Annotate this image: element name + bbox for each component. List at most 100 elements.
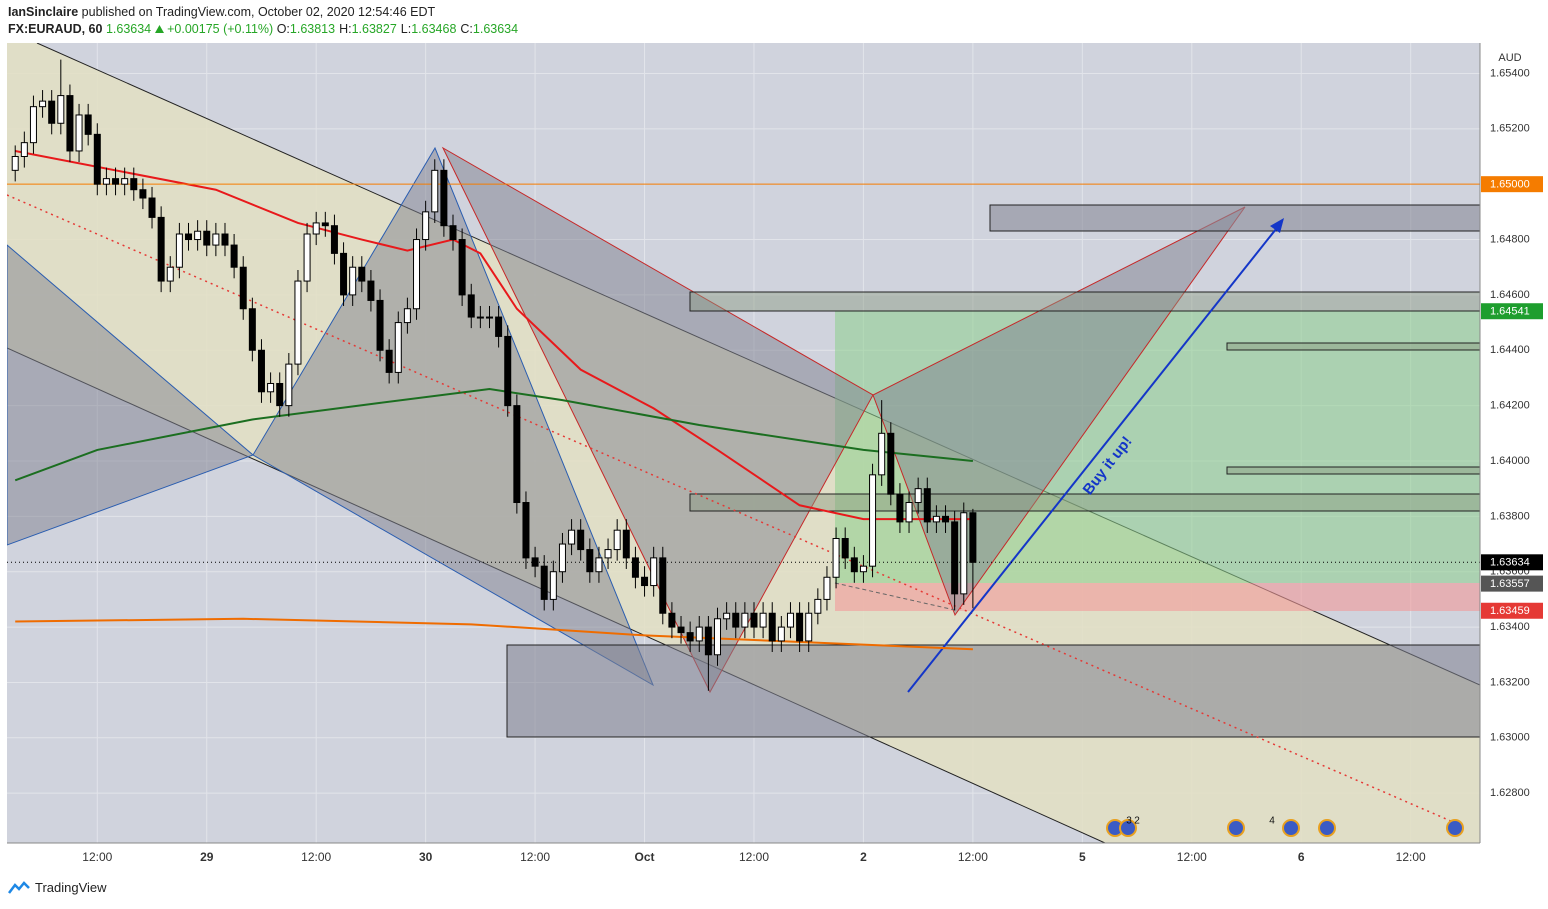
ohlc-label: H: [339, 22, 352, 36]
candle-body [586, 549, 594, 573]
candle-body [540, 565, 548, 600]
candle-body [413, 239, 421, 310]
candle-body [11, 155, 19, 171]
y-tick-label: 1.62800 [1490, 787, 1530, 799]
candle-body [604, 549, 612, 559]
candle-body [157, 216, 165, 282]
candle-body [93, 133, 101, 185]
candle-body [869, 474, 877, 567]
arrow [907, 223, 1281, 693]
y-tick-label: 1.64000 [1490, 455, 1530, 467]
candle-body [896, 493, 904, 523]
candle-body [631, 557, 639, 578]
candle-body [57, 95, 65, 124]
zone [689, 493, 1480, 512]
candle-body [276, 382, 284, 407]
candle-body [376, 299, 384, 351]
candle-body [458, 239, 466, 296]
candle-body [741, 612, 749, 628]
moving-average [14, 388, 973, 482]
candle-body [330, 225, 338, 254]
candle-body [932, 515, 940, 523]
currency-label: AUD [1498, 52, 1521, 64]
price-label: 1.63634 [1490, 557, 1530, 569]
candle-body [294, 280, 302, 365]
candle-body [814, 598, 822, 614]
candle-body [768, 612, 776, 642]
moving-average [15, 617, 973, 651]
event-icon [1227, 819, 1245, 837]
candle-body [549, 571, 557, 600]
candle-body [358, 266, 366, 282]
candle-body [832, 538, 840, 578]
candle-body [367, 280, 375, 301]
candle-body [704, 626, 712, 656]
candle-body [859, 565, 867, 573]
event-count: 3 [1126, 816, 1132, 827]
candle-body [969, 512, 977, 563]
ohlc-value: 1.63813 [289, 22, 336, 36]
candle-body [850, 557, 858, 573]
x-tick-label: 2 [860, 850, 867, 864]
candle-body [923, 488, 931, 523]
candle-body [239, 266, 247, 310]
candle-body [221, 233, 229, 246]
candle-body [723, 612, 731, 620]
price-label: 1.64541 [1490, 306, 1530, 318]
candle-body [285, 363, 293, 407]
candle-body [185, 233, 193, 241]
candle-body [303, 233, 311, 282]
candle-body [203, 230, 211, 246]
candle-body [786, 612, 794, 628]
candle-body [321, 222, 329, 227]
y-tick-label: 1.64200 [1490, 400, 1530, 412]
zone [689, 291, 1480, 312]
candle-body [102, 178, 110, 185]
x-tick-label: 12:00 [301, 850, 331, 864]
candle-body [668, 612, 676, 628]
ohlc-label: C: [460, 22, 473, 36]
candle-body [312, 222, 320, 235]
candle-body [759, 612, 767, 628]
x-tick-label: 5 [1079, 850, 1086, 864]
candle-body [431, 169, 439, 213]
candle-body [257, 349, 265, 393]
candle-body [878, 432, 886, 476]
price-label: 1.63459 [1490, 605, 1530, 617]
event-count: 4 [1269, 816, 1275, 827]
candle-body [485, 316, 493, 319]
candle-body [39, 100, 47, 108]
y-tick-label: 1.64800 [1490, 233, 1530, 245]
author: IanSinclaire [8, 5, 79, 19]
price-label: 1.65000 [1490, 179, 1530, 191]
price: 1.63634 [105, 22, 152, 36]
stop-zone [835, 583, 1480, 611]
candle-body [449, 225, 457, 241]
candle-body [777, 626, 785, 642]
candle-body [905, 502, 913, 523]
candle-body [121, 178, 129, 185]
candle-body [495, 316, 503, 337]
footer: TradingView [8, 880, 107, 895]
candle-body [130, 178, 138, 191]
candle-body [75, 114, 83, 152]
candle-body [476, 316, 484, 319]
pattern-red-1 [441, 146, 874, 694]
y-tick-label: 1.63200 [1490, 676, 1530, 688]
candle-body [841, 538, 849, 559]
candle-body [522, 502, 530, 559]
candle-body [732, 612, 740, 628]
price-label-box [1481, 554, 1543, 571]
event-icon [1446, 819, 1464, 837]
price-label-box [1481, 176, 1543, 193]
x-tick-label: 12:00 [82, 850, 112, 864]
event-count: 2 [1134, 816, 1140, 827]
ohlc-value: 1.63468 [411, 22, 457, 36]
candle-body [558, 543, 566, 573]
candle-body [650, 557, 658, 587]
up-icon [154, 25, 164, 33]
x-tick-label: 12:00 [520, 850, 550, 864]
y-tick-label: 1.65200 [1490, 123, 1530, 135]
candle-body [385, 349, 393, 373]
